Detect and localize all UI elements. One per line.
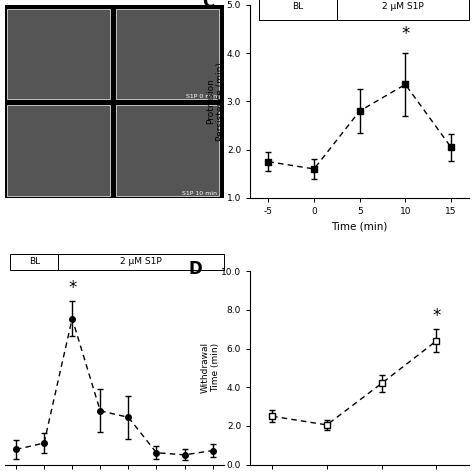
FancyBboxPatch shape	[7, 9, 110, 100]
FancyBboxPatch shape	[117, 9, 219, 100]
Text: *: *	[68, 279, 76, 297]
Text: 2 μM S1P: 2 μM S1P	[120, 257, 162, 266]
Text: BL: BL	[28, 257, 40, 266]
FancyBboxPatch shape	[117, 105, 219, 196]
Text: C: C	[202, 0, 214, 11]
Text: 2 μM S1P: 2 μM S1P	[382, 2, 424, 11]
FancyBboxPatch shape	[7, 105, 110, 196]
Text: *: *	[432, 308, 440, 326]
Y-axis label: Withdrawal
Time (min): Withdrawal Time (min)	[200, 342, 219, 393]
Text: D: D	[189, 260, 202, 278]
Y-axis label: Protrusion
Persistence (min): Protrusion Persistence (min)	[206, 62, 225, 141]
Text: S1P 10 min: S1P 10 min	[182, 191, 217, 196]
Text: *: *	[401, 26, 410, 44]
Text: BL: BL	[292, 2, 304, 11]
Text: S1P 0 min: S1P 0 min	[186, 94, 217, 100]
X-axis label: Time (min): Time (min)	[331, 221, 388, 231]
